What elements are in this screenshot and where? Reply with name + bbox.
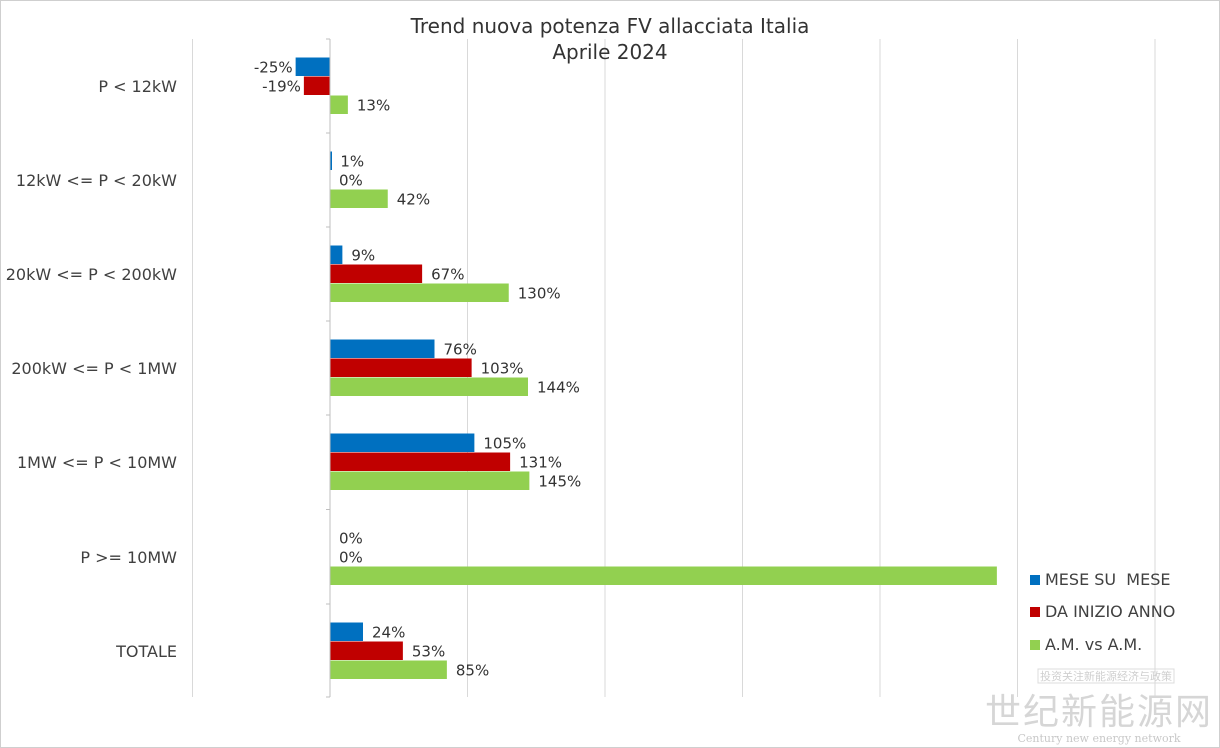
bar: [330, 433, 475, 452]
data-label: 130%: [518, 284, 561, 302]
bar: [330, 264, 423, 283]
category-label: TOTALE: [115, 642, 177, 661]
category-ticks: [326, 38, 330, 698]
bar: [330, 641, 403, 660]
data-label: 105%: [483, 434, 526, 452]
data-label: 67%: [431, 265, 464, 283]
data-label: 144%: [537, 378, 580, 396]
bar: [330, 660, 447, 679]
data-label: 76%: [444, 340, 477, 358]
watermark: 投资关注新能源经济与政策 世纪新能源网 Century new energy n…: [985, 668, 1213, 745]
data-label: -19%: [262, 77, 301, 95]
watermark-top-box: [1037, 668, 1175, 684]
data-label: 85%: [456, 661, 489, 679]
data-label: 1%: [340, 152, 364, 170]
data-label: 13%: [357, 96, 390, 114]
data-label: 131%: [519, 453, 562, 471]
chart-title-line-1: Trend nuova potenza FV allacciata Italia: [410, 14, 810, 38]
category-label: 1MW <= P < 10MW: [17, 453, 177, 472]
bar: [330, 358, 472, 377]
bar: [330, 471, 530, 490]
data-label: 145%: [538, 472, 581, 490]
data-label: 9%: [351, 246, 375, 264]
data-label: 0%: [339, 548, 363, 566]
bar: [330, 283, 509, 302]
bar: [330, 452, 511, 471]
category-label: 200kW <= P < 1MW: [11, 359, 177, 378]
bar: [303, 76, 330, 95]
watermark-sub-text: Century new energy network: [1017, 732, 1180, 745]
bar: [330, 339, 435, 358]
legend: MESE SU MESE DA INIZIO ANNO A.M. vs A.M.: [1030, 570, 1175, 654]
legend-label: DA INIZIO ANNO: [1045, 602, 1175, 621]
bars: [295, 57, 997, 679]
bar: [330, 245, 343, 264]
category-label: 20kW <= P < 200kW: [6, 265, 177, 284]
legend-swatch: [1030, 640, 1040, 650]
legend-label: MESE SU MESE: [1045, 570, 1170, 589]
data-label: 103%: [481, 359, 524, 377]
bar: [295, 57, 330, 76]
bar: [330, 95, 348, 114]
category-label: 12kW <= P < 20kW: [16, 171, 177, 190]
legend-swatch: [1030, 575, 1040, 585]
data-label: -25%: [254, 58, 293, 76]
data-label: 42%: [397, 190, 430, 208]
watermark-logo-text: 世纪新能源网: [985, 692, 1213, 733]
data-label: 24%: [372, 623, 405, 641]
bar: [330, 151, 332, 170]
bar: [330, 189, 388, 208]
data-labels: -25%-19%13%1%0%42%9%67%130%76%103%144%10…: [254, 58, 581, 679]
bar: [330, 566, 997, 585]
category-label: P < 12kW: [98, 77, 177, 96]
gridlines: [192, 39, 1156, 697]
bar: [330, 622, 363, 641]
data-label: 0%: [339, 171, 363, 189]
category-labels: P < 12kW 12kW <= P < 20kW 20kW <= P < 200k…: [6, 77, 177, 661]
category-label: P >= 10MW: [80, 548, 177, 567]
chart-title-line-2: Aprile 2024: [552, 40, 667, 64]
data-label: 0%: [339, 529, 363, 547]
watermark-top-text: 投资关注新能源经济与政策: [1040, 669, 1172, 683]
legend-swatch: [1030, 607, 1040, 617]
data-label: 53%: [412, 642, 445, 660]
bar: [330, 377, 528, 396]
legend-label: A.M. vs A.M.: [1045, 635, 1142, 654]
